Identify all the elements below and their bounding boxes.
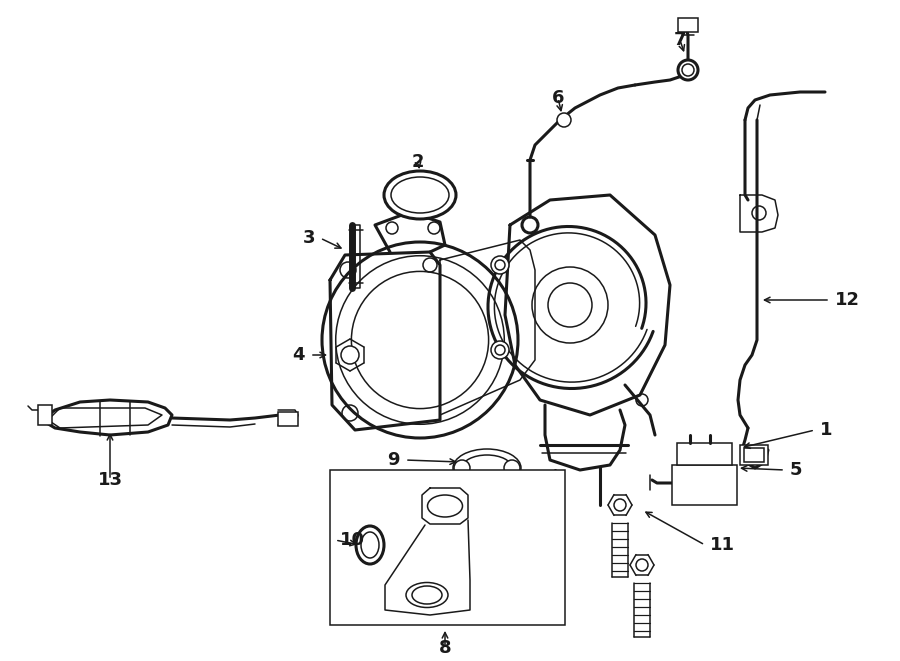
Bar bbox=[678, 18, 698, 32]
Ellipse shape bbox=[428, 495, 463, 517]
Bar bbox=[278, 412, 298, 426]
Circle shape bbox=[557, 113, 571, 127]
Bar bbox=[672, 465, 737, 505]
Circle shape bbox=[449, 500, 461, 512]
Text: 5: 5 bbox=[790, 461, 803, 479]
Text: 1: 1 bbox=[820, 421, 832, 439]
Circle shape bbox=[341, 346, 359, 364]
Ellipse shape bbox=[453, 449, 521, 487]
Ellipse shape bbox=[361, 532, 379, 558]
Text: 13: 13 bbox=[97, 471, 122, 489]
Bar bbox=[38, 405, 52, 425]
Circle shape bbox=[678, 60, 698, 80]
Text: 4: 4 bbox=[292, 346, 305, 364]
Text: 6: 6 bbox=[552, 89, 564, 107]
Text: 3: 3 bbox=[302, 229, 315, 247]
Bar bbox=[677, 443, 732, 465]
Ellipse shape bbox=[391, 177, 449, 213]
Ellipse shape bbox=[406, 582, 448, 607]
Text: 9: 9 bbox=[388, 451, 400, 469]
Ellipse shape bbox=[462, 455, 512, 481]
Bar bbox=[740, 445, 768, 465]
Text: 2: 2 bbox=[412, 153, 424, 171]
Ellipse shape bbox=[384, 171, 456, 219]
Ellipse shape bbox=[412, 586, 442, 604]
Ellipse shape bbox=[356, 526, 384, 564]
Circle shape bbox=[429, 500, 441, 512]
Circle shape bbox=[491, 256, 509, 274]
Bar bbox=[744, 448, 764, 462]
Circle shape bbox=[491, 341, 509, 359]
Text: 10: 10 bbox=[340, 531, 365, 549]
Circle shape bbox=[504, 460, 520, 476]
Circle shape bbox=[454, 460, 470, 476]
Text: 11: 11 bbox=[710, 536, 735, 554]
Text: 12: 12 bbox=[835, 291, 860, 309]
Text: 8: 8 bbox=[438, 639, 451, 657]
Bar bbox=[330, 470, 565, 625]
Text: 7: 7 bbox=[674, 31, 686, 49]
